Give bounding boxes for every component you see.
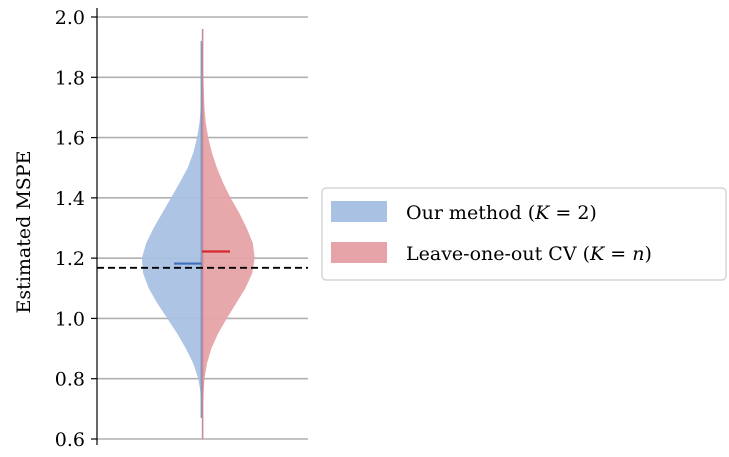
legend-label-loocv: Leave-one-out CV (K = n): [406, 243, 652, 265]
y-axis: 0.6 0.8 1.0 1.2 1.4 1.6 1.8 2.0: [55, 7, 98, 451]
y-tick-label-1: 0.8: [55, 369, 85, 391]
y-tick-label-4: 1.4: [55, 188, 85, 210]
y-axis-label: Estimated MSPE: [13, 151, 35, 314]
violin-half-left: [141, 41, 202, 418]
legend-frame: [321, 187, 727, 281]
y-tick-label-3: 1.2: [55, 248, 85, 270]
y-tick-label-5: 1.6: [55, 128, 85, 150]
legend-swatch-loocv: [331, 242, 387, 263]
legend: Our method (K = 2) Leave-one-out CV (K =…: [321, 187, 727, 281]
violin-half-right: [202, 29, 255, 440]
y-tick-label-7: 2.0: [55, 7, 85, 29]
y-tick-label-2: 1.0: [55, 308, 85, 330]
legend-label-our-method: Our method (K = 2): [406, 202, 597, 224]
y-tick-label-0: 0.6: [55, 429, 85, 451]
y-tick-label-6: 1.8: [55, 67, 85, 89]
legend-swatch-our-method: [331, 201, 387, 222]
violins: [141, 29, 255, 440]
